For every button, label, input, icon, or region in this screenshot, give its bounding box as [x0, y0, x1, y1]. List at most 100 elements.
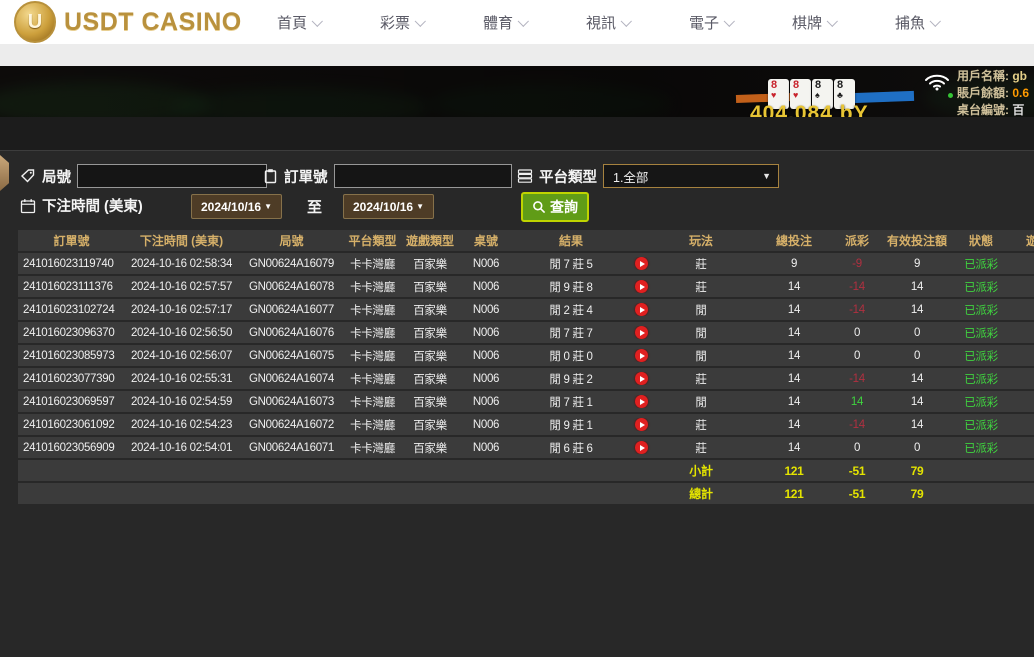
- cell-total-bet: 14: [787, 326, 801, 339]
- table-row: 241016023102724 2024-10-16 02:57:17 GN0062…: [18, 299, 1034, 322]
- menu-label: 彩票: [379, 14, 410, 32]
- cell-video: [630, 326, 652, 339]
- cell-payout: -14: [849, 372, 865, 385]
- cell-bet-time: 2024-10-16 02:54:23: [130, 418, 233, 431]
- cell-video: [630, 280, 652, 293]
- menu-item-home[interactable]: 首頁: [248, 0, 351, 44]
- cell-platform: 卡卡灣廳: [350, 373, 395, 386]
- play-video-icon[interactable]: [634, 326, 648, 339]
- subtotal-valid-bet: 79: [910, 463, 924, 478]
- menu-item-slots[interactable]: 電子: [660, 0, 763, 44]
- play-video-icon[interactable]: [634, 372, 648, 385]
- live-status-dot: [948, 93, 953, 98]
- cell-table-no: N006: [472, 441, 500, 454]
- logo[interactable]: U USDT CASINO: [14, 1, 242, 43]
- menu-item-cards[interactable]: 棋牌: [763, 0, 866, 44]
- cell-platform: 卡卡灣廳: [350, 442, 395, 455]
- play-video-icon[interactable]: [634, 418, 648, 431]
- date-caret-icon: ▼: [416, 202, 424, 211]
- cell-play: 閒: [695, 350, 707, 363]
- cell-platform: 卡卡灣廳: [350, 350, 395, 363]
- cell-total-bet: 14: [787, 280, 801, 293]
- card-suit: ♣: [837, 90, 843, 100]
- cell-round-id: GN00624A16073: [249, 395, 334, 408]
- menu-item-fishing[interactable]: 捕魚: [866, 0, 969, 44]
- cell-game-type: 百家樂: [413, 281, 447, 294]
- menu-item-lottery[interactable]: 彩票: [351, 0, 454, 44]
- cell-table-no: N006: [472, 395, 500, 408]
- cell-payout: -9: [852, 257, 862, 270]
- cell-payout: -14: [849, 303, 865, 316]
- round-number-input[interactable]: [77, 164, 267, 188]
- cell-valid-bet: 9: [913, 257, 921, 270]
- header-platform: 平台類型: [348, 234, 397, 248]
- playing-cards: 8 ♥ 8 ♥ 8 ♠ 8 ♣: [768, 79, 855, 109]
- card-suit: ♥: [771, 90, 777, 100]
- play-video-icon[interactable]: [634, 257, 648, 270]
- grand-total-row: 總計 121 -51 79: [18, 483, 1034, 506]
- date-caret-icon: ▼: [264, 202, 272, 211]
- platform-type-select[interactable]: 1.全部 ▼: [603, 164, 779, 188]
- cell-order-id: 241016023077390: [23, 372, 115, 385]
- cell-total-bet: 14: [787, 349, 801, 362]
- card-8-hearts: 8 ♥: [768, 79, 789, 109]
- cell-round-id: GN00624A16075: [249, 349, 334, 362]
- header-game-type: 遊戲類型: [405, 234, 454, 248]
- play-video-icon[interactable]: [634, 280, 648, 293]
- to-label: 至: [307, 199, 323, 216]
- cell-platform: 卡卡灣廳: [350, 258, 395, 271]
- search-button[interactable]: 查詢: [521, 192, 589, 222]
- records-panel: 局號 訂單號 平台類型 1.全部 ▼: [0, 150, 1034, 657]
- table-row: 241016023111376 2024-10-16 02:57:57 GN0062…: [18, 276, 1034, 299]
- date-from-picker[interactable]: 2024/10/16 ▼: [191, 194, 282, 219]
- banner-amount-text: 404,084 bY: [750, 102, 869, 117]
- cell-order-id: 241016023085973: [23, 349, 115, 362]
- cell-platform: 卡卡灣廳: [350, 327, 395, 340]
- cell-result: 閒 7 莊 5: [549, 258, 593, 271]
- user-name-label: 用戶名稱:: [957, 69, 1009, 83]
- table-number-value: 百: [1012, 103, 1025, 117]
- chevron-down-icon: [311, 15, 323, 27]
- header-result: 結果: [558, 234, 583, 248]
- main-menu: 首頁 彩票 體育 視訊 電子 棋牌 捕魚: [248, 0, 969, 44]
- menu-item-live[interactable]: 視訊: [557, 0, 660, 44]
- cell-table-no: N006: [472, 280, 500, 293]
- menu-item-sports[interactable]: 體育: [454, 0, 557, 44]
- clipboard-icon: [264, 169, 277, 184]
- play-video-icon[interactable]: [634, 303, 648, 316]
- cell-play: 莊: [695, 281, 707, 294]
- play-video-icon[interactable]: [634, 349, 648, 362]
- cell-table-no: N006: [472, 418, 500, 431]
- search-icon: [533, 201, 546, 214]
- card-rank: 8: [815, 79, 822, 91]
- cell-payout: 0: [853, 349, 861, 362]
- cell-game-type: 百家樂: [413, 258, 447, 271]
- coin-logo-icon: U: [14, 1, 56, 43]
- cell-video: [630, 395, 652, 408]
- cell-table-no: N006: [472, 349, 500, 362]
- cell-game-type: 百家樂: [413, 327, 447, 340]
- cell-round-id: GN00624A16072: [249, 418, 334, 431]
- cell-bet-time: 2024-10-16 02:57:57: [130, 280, 233, 293]
- order-number-input[interactable]: [333, 164, 512, 188]
- platform-filter-group: 平台類型 1.全部 ▼: [517, 164, 779, 188]
- cell-payout: 14: [850, 395, 864, 408]
- play-video-icon[interactable]: [634, 441, 648, 454]
- grand-total-valid-bet: 79: [910, 486, 924, 501]
- header-clipped: 遊: [1025, 234, 1034, 248]
- cell-table-no: N006: [472, 372, 500, 385]
- cell-video: [630, 418, 652, 431]
- subtotal-label: 小計: [689, 464, 713, 478]
- select-caret-icon: ▼: [762, 171, 771, 181]
- cell-total-bet: 14: [787, 372, 801, 385]
- cell-result: 閒 6 莊 6: [549, 442, 593, 455]
- cell-status: 已派彩: [964, 350, 998, 363]
- card-suit: ♠: [815, 90, 820, 100]
- grand-total-total-bet: 121: [784, 486, 804, 501]
- cell-bet-time: 2024-10-16 02:54:01: [130, 441, 233, 454]
- date-to-picker[interactable]: 2024/10/16 ▼: [343, 194, 434, 219]
- cell-payout: -14: [849, 418, 865, 431]
- cell-total-bet: 9: [790, 257, 798, 270]
- play-video-icon[interactable]: [634, 395, 648, 408]
